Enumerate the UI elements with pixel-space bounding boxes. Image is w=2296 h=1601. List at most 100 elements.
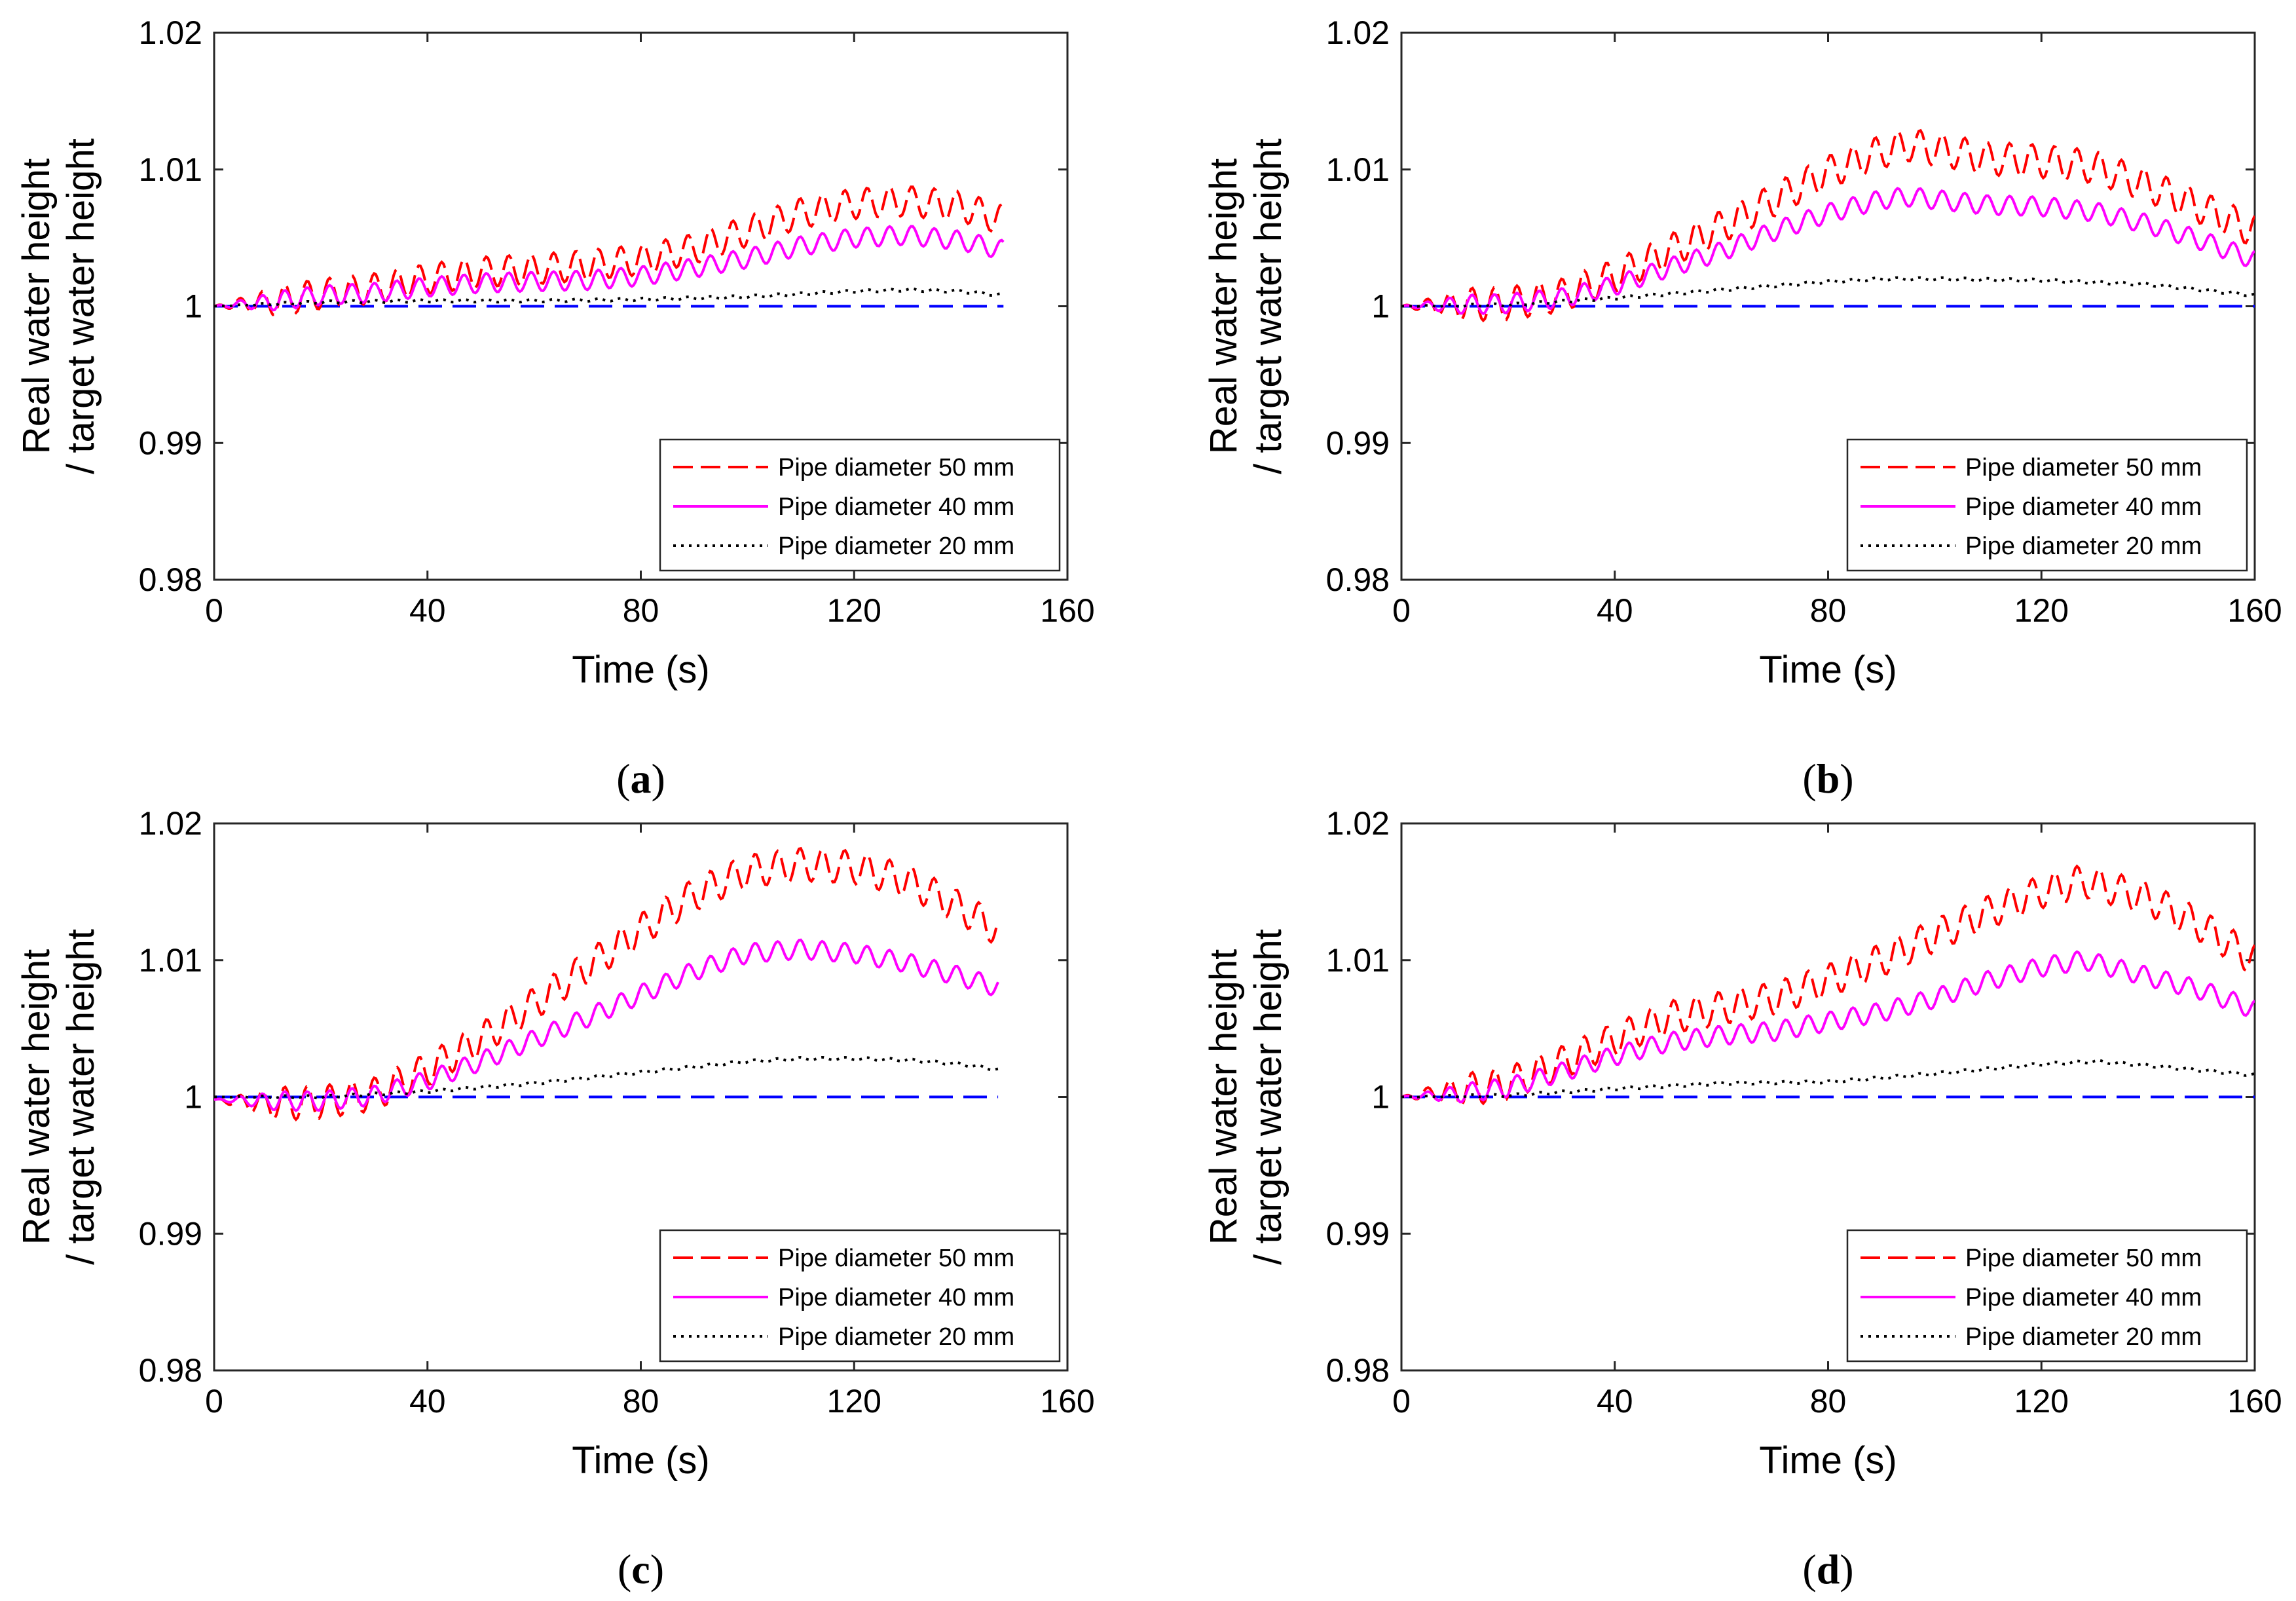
legend-entry-label: Pipe diameter 20 mm: [778, 1323, 1014, 1351]
legend-entry-label: Pipe diameter 20 mm: [1965, 1323, 2202, 1351]
legend-entry-label: Pipe diameter 50 mm: [778, 454, 1014, 481]
y-axis-label-line: Real water height: [1202, 159, 1245, 454]
y-axis-label: Real water height/ target water height: [1202, 929, 1289, 1265]
y-axis-label: Real water height/ target water height: [1202, 138, 1289, 474]
series-line-50mm: [214, 846, 1000, 1121]
series-group: [214, 185, 1005, 316]
legend-entry-label: Pipe diameter 50 mm: [1965, 1245, 2202, 1272]
x-tick-label: 120: [2014, 1383, 2069, 1420]
panel-label-letter: d: [1817, 1546, 1840, 1592]
series-line-40mm: [214, 225, 1005, 312]
legend-entry-label: Pipe diameter 50 mm: [778, 1245, 1014, 1272]
x-tick-label: 80: [623, 592, 659, 629]
legend: Pipe diameter 50 mm Pipe diameter 40 mm Pi…: [659, 438, 1061, 572]
panel-label-close: ): [1840, 755, 1853, 802]
legend: Pipe diameter 50 mm Pipe diameter 40 mm Pi…: [1846, 1229, 2248, 1363]
series-line-50mm: [1401, 128, 2255, 323]
series-line-20mm: [1401, 276, 2255, 309]
panel-label-close: ): [1840, 1546, 1853, 1592]
legend-entry-label: Pipe diameter 40 mm: [778, 493, 1014, 521]
x-axis-label: Time (s): [572, 1439, 709, 1482]
x-tick-label: 40: [1597, 592, 1633, 629]
panel-label-close: ): [652, 755, 665, 802]
panel-label-open: (: [616, 755, 630, 802]
panel-label-open: (: [618, 1546, 631, 1592]
y-tick-label: 1.02: [1326, 805, 1390, 842]
y-tick-label: 0.98: [1326, 1352, 1390, 1389]
panel-label-open: (: [1802, 1546, 1816, 1592]
y-axis-label-line: / target water height: [60, 138, 102, 474]
panel-label: (c): [618, 1546, 664, 1592]
y-tick-label: 1.02: [139, 14, 202, 51]
x-axis-label: Time (s): [1759, 1439, 1897, 1482]
series-line-40mm: [214, 938, 999, 1112]
y-tick-label: 1.01: [1326, 151, 1390, 188]
legend-entry-label: Pipe diameter 20 mm: [778, 533, 1014, 560]
y-tick-label: 1.02: [1326, 14, 1390, 51]
x-tick-label: 40: [409, 1383, 446, 1420]
x-tick-label: 160: [1040, 592, 1094, 629]
y-tick-label: 1.01: [139, 942, 202, 979]
legend-entry-label: Pipe diameter 20 mm: [1965, 533, 2202, 560]
series-line-40mm: [1401, 950, 2255, 1104]
chart-panel-a: 0 40 80 120 160 0.98 0.99 1 1.01 1.02 Time (s) Real…: [15, 14, 1095, 802]
series-line-40mm: [1401, 187, 2255, 316]
x-tick-label: 160: [2227, 592, 2282, 629]
panel-label-letter: b: [1817, 755, 1840, 802]
x-axis-label: Time (s): [572, 649, 709, 691]
y-axis-label-line: / target water height: [60, 929, 102, 1265]
y-axis-label-line: / target water height: [1247, 138, 1289, 474]
legend-entry-label: Pipe diameter 40 mm: [1965, 493, 2202, 521]
y-tick-label: 0.99: [1326, 1215, 1390, 1252]
y-tick-label: 0.99: [1326, 424, 1390, 461]
legend: Pipe diameter 50 mm Pipe diameter 40 mm Pi…: [1846, 438, 2248, 572]
series-line-20mm: [214, 1055, 999, 1100]
series-line-50mm: [1401, 864, 2255, 1107]
y-tick-label: 0.99: [139, 1215, 202, 1252]
series-group: [1401, 864, 2255, 1107]
y-tick-label: 1: [184, 288, 202, 325]
x-tick-label: 160: [1040, 1383, 1094, 1420]
legend: Pipe diameter 50 mm Pipe diameter 40 mm Pi…: [659, 1229, 1061, 1363]
y-axis-label-line: Real water height: [1202, 949, 1245, 1245]
panel-label: (a): [616, 755, 665, 802]
panel-label-letter: a: [631, 755, 652, 802]
x-tick-label: 120: [827, 592, 881, 629]
y-axis-label-line: / target water height: [1247, 929, 1289, 1265]
panel-label-close: ): [650, 1546, 664, 1592]
x-tick-label: 80: [1810, 1383, 1847, 1420]
x-tick-label: 0: [205, 592, 223, 629]
y-tick-label: 1.02: [139, 805, 202, 842]
panel-label: (d): [1802, 1546, 1853, 1592]
x-tick-label: 120: [2014, 592, 2069, 629]
x-tick-label: 160: [2227, 1383, 2282, 1420]
y-tick-label: 1: [184, 1079, 202, 1116]
x-tick-label: 80: [623, 1383, 659, 1420]
series-line-20mm: [1401, 1059, 2255, 1099]
y-tick-label: 0.98: [139, 1352, 202, 1389]
chart-panel-d: 0 40 80 120 160 0.98 0.99 1 1.01 1.02 Time (s) Real…: [1202, 805, 2282, 1592]
series-group: [214, 846, 1000, 1121]
panel-label: (b): [1802, 755, 1853, 802]
y-axis-label: Real water height/ target water height: [15, 138, 102, 474]
legend-entry-label: Pipe diameter 50 mm: [1965, 454, 2202, 481]
x-axis-label: Time (s): [1759, 649, 1897, 691]
y-axis-label-line: Real water height: [15, 949, 58, 1245]
chart-panel-b: 0 40 80 120 160 0.98 0.99 1 1.01 1.02 Time (s) Real…: [1202, 14, 2282, 802]
x-tick-label: 0: [205, 1383, 223, 1420]
x-tick-label: 40: [409, 592, 446, 629]
legend-entry-label: Pipe diameter 40 mm: [1965, 1284, 2202, 1311]
series-line-20mm: [214, 287, 1004, 308]
legend-entry-label: Pipe diameter 40 mm: [778, 1284, 1014, 1311]
panel-label-open: (: [1802, 755, 1816, 802]
y-tick-label: 0.99: [139, 424, 202, 461]
x-tick-label: 40: [1597, 1383, 1633, 1420]
series-group: [1401, 128, 2255, 323]
y-tick-label: 1: [1371, 288, 1390, 325]
y-tick-label: 1.01: [139, 151, 202, 188]
chart-panel-c: 0 40 80 120 160 0.98 0.99 1 1.01 1.02 Time (s) Real…: [15, 805, 1095, 1592]
y-axis-label: Real water height/ target water height: [15, 929, 102, 1265]
x-tick-label: 0: [1392, 1383, 1411, 1420]
y-axis-label-line: Real water height: [15, 159, 58, 454]
